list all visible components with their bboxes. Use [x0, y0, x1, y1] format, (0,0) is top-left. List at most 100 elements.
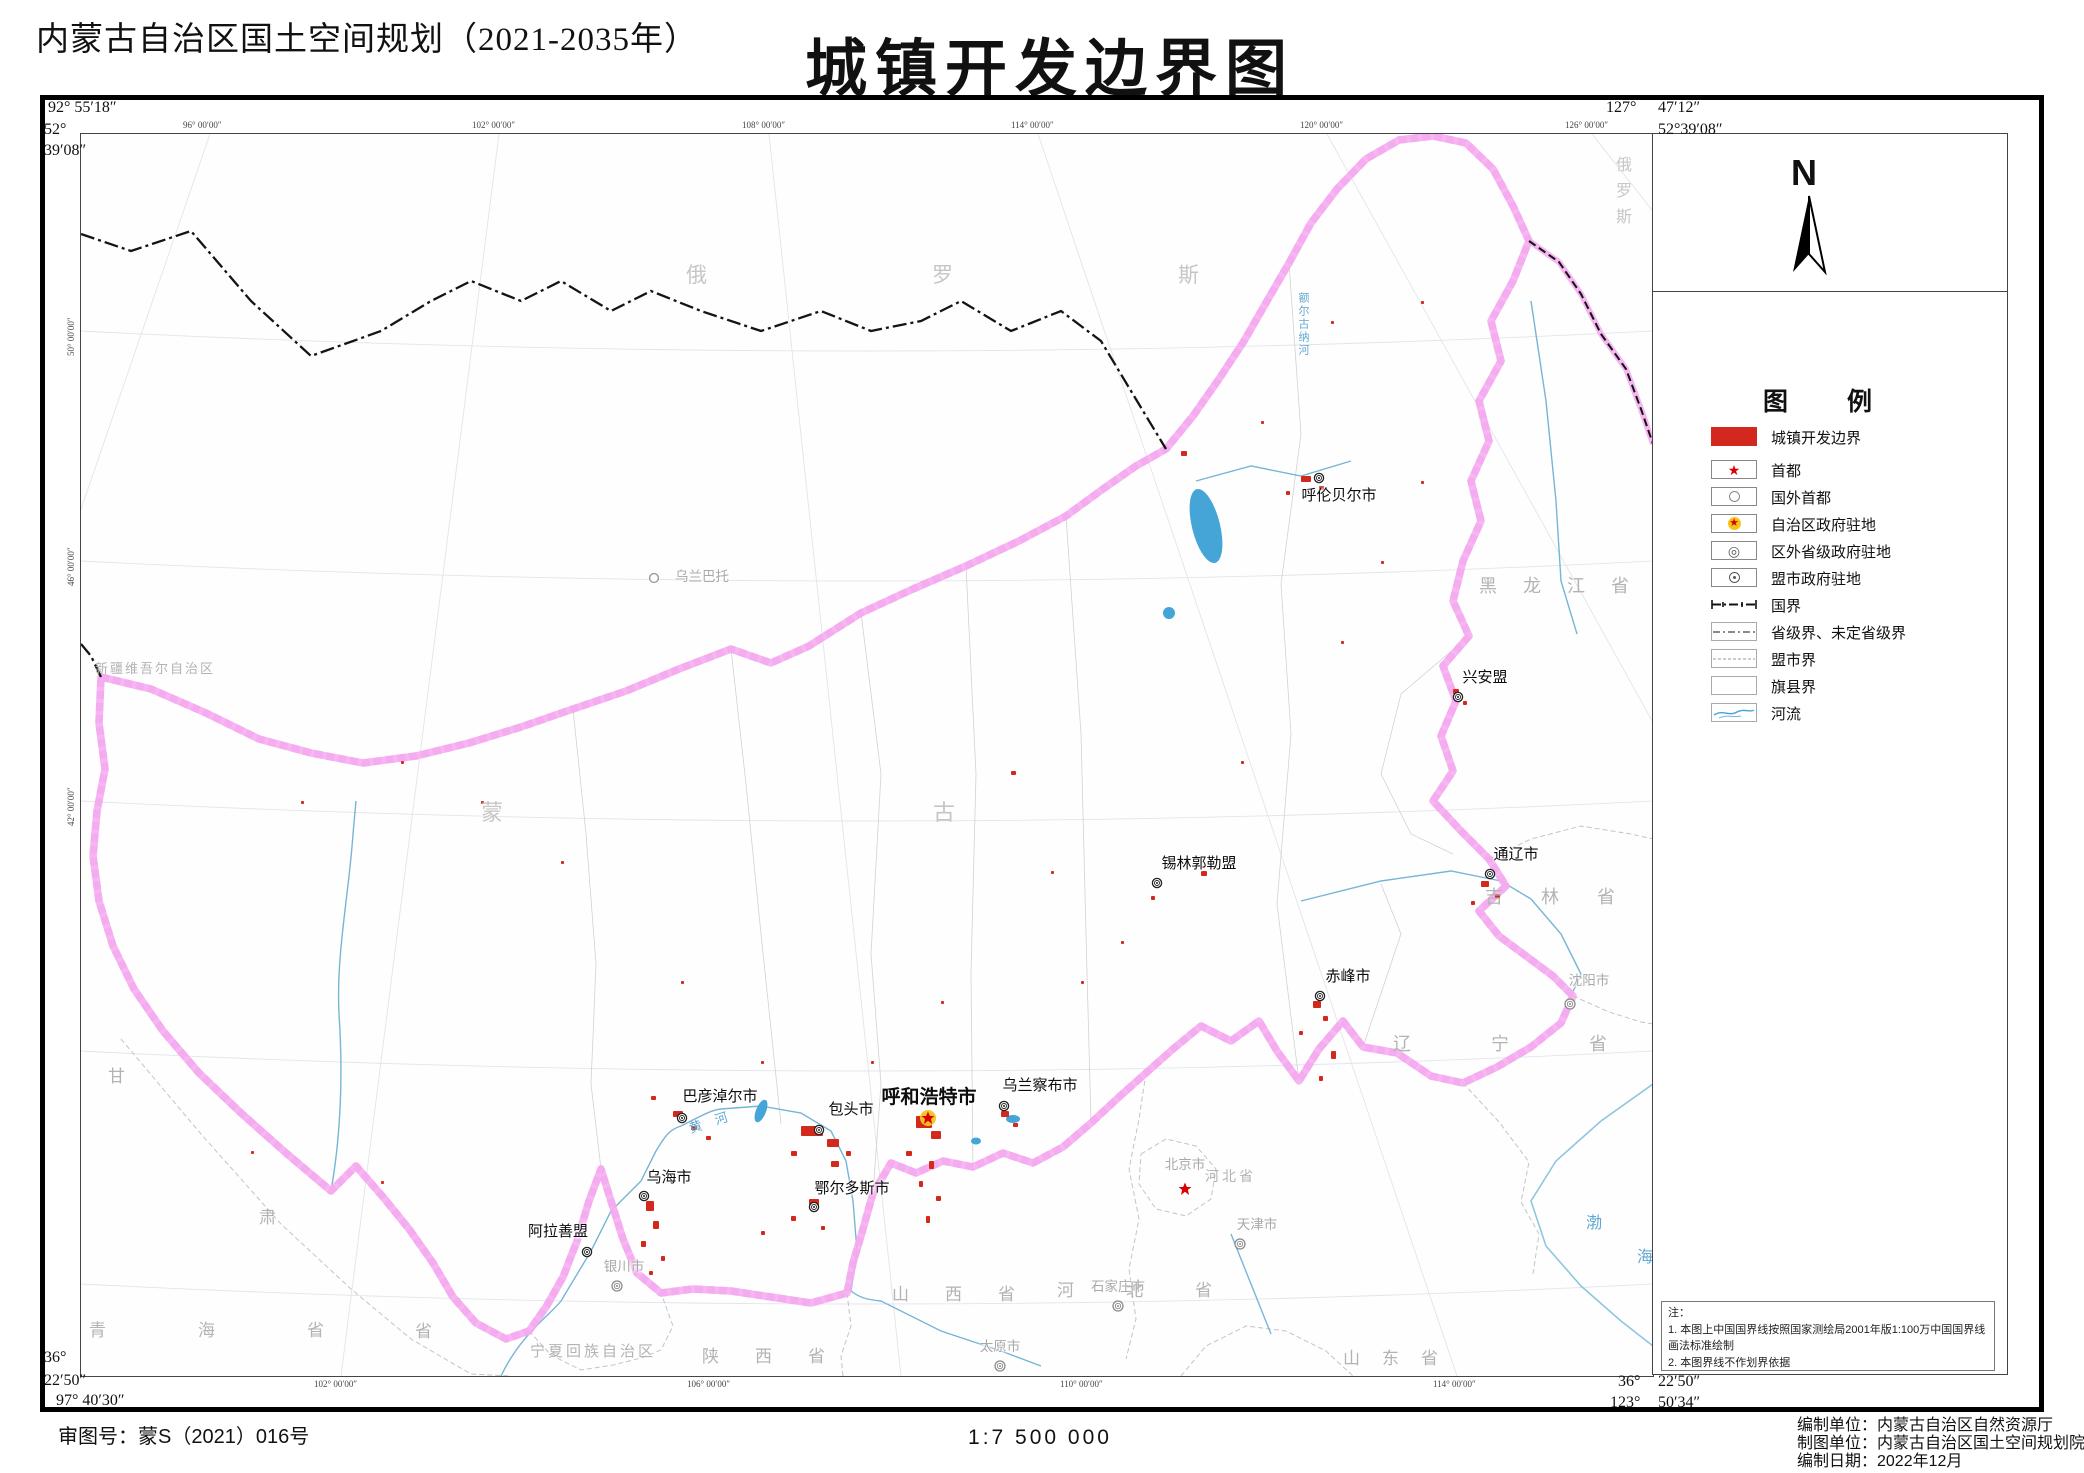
dev-patch	[301, 801, 304, 804]
tick-top-1: 102° 00′00″	[472, 120, 516, 130]
tick-top-4: 120° 00′00″	[1300, 120, 1344, 130]
credits-block: 编制单位：内蒙古自治区自然资源厅 制图单位：内蒙古自治区国土空间规划院 编制日期：2…	[1797, 1417, 2084, 1471]
dev-patch	[1011, 771, 1016, 775]
dev-patch	[831, 1161, 839, 1167]
legend-item-capital: ★ 首都	[1653, 457, 2007, 484]
dev-patch	[1051, 871, 1054, 874]
legend-item-udb: 城镇开发边界	[1653, 424, 2007, 457]
region-capital-icon: ★	[1711, 514, 1757, 533]
dev-patch	[381, 1181, 384, 1184]
rivers	[330, 300, 1582, 1376]
north-arrow-box: N	[1653, 134, 2007, 292]
dev-patch	[761, 1061, 764, 1064]
dev-patch	[1421, 301, 1424, 304]
legend-item-river: 河流	[1653, 700, 2007, 727]
league-boundary-icon	[1711, 649, 1757, 668]
dev-patch	[1421, 481, 1424, 484]
dev-patch	[791, 1151, 797, 1156]
capital-icon: ★	[1711, 460, 1757, 479]
dev-patch	[941, 1001, 944, 1004]
coord-bottom-left-lat-deg: 36°	[44, 1349, 67, 1366]
dev-patch	[1319, 1076, 1323, 1081]
coord-top-right-lon-min: 47′12″	[1658, 99, 1701, 116]
north-arrow-icon	[1793, 195, 1827, 276]
dev-patch	[1481, 881, 1489, 887]
dev-patch	[1151, 896, 1155, 900]
dev-patch	[827, 1139, 839, 1147]
doc-subtitle: 内蒙古自治区国土空间规划（2021-2035年）	[36, 22, 698, 58]
league-borders	[572, 262, 1470, 1194]
dev-patch	[906, 1151, 912, 1156]
dev-patch	[706, 1136, 711, 1140]
legend-item-league-boundary: 盟市界	[1653, 646, 2007, 673]
tick-bottom-1: 106° 00′00″	[687, 1379, 731, 1389]
tick-left-1: 46° 00′00″	[66, 547, 76, 586]
legend-item-national-boundary: 国界	[1653, 592, 2007, 619]
tick-top-5: 126° 00′00″	[1565, 120, 1609, 130]
tick-top-2: 108° 00′00″	[742, 120, 786, 130]
river-icon	[1711, 703, 1757, 722]
legend-label: 区外省级政府驻地	[1771, 544, 1892, 561]
dev-patch	[1471, 901, 1475, 905]
coord-bottom-right-lon-min: 50′34″	[1658, 1394, 1701, 1411]
dev-patch	[871, 1061, 874, 1064]
legend-label: 自治区政府驻地	[1771, 517, 1877, 534]
dev-patch	[1121, 941, 1124, 944]
side-panel: N 图 例 城镇开发边界 ★ 首都 国外首都 ★ 自治区政府驻地 ◎ 区外省级政府驻地 盟市政府…	[1652, 133, 2008, 1375]
dev-patch	[1331, 321, 1334, 324]
dev-patch	[1301, 476, 1311, 482]
notes-title: 注：	[1668, 1307, 1690, 1319]
coord-bottom-right-lat-min: 22′50″	[1658, 1373, 1701, 1390]
legend-label: 盟市界	[1771, 652, 1817, 669]
legend-label: 城镇开发边界	[1771, 430, 1862, 447]
dev-patch	[1381, 561, 1384, 564]
map-canvas: 呼和浩特市 包头市 巴彦淖尔市 乌兰察布市 乌海市 鄂尔多斯市 阿拉善盟 呼伦贝尔市 锡林郭勒盟…	[80, 133, 1654, 1377]
dev-patch	[1495, 894, 1500, 898]
dev-patch	[1463, 701, 1467, 705]
dev-patch	[1261, 421, 1264, 424]
lakes	[754, 488, 1223, 1145]
dev-patch	[641, 1241, 646, 1247]
national-border	[81, 229, 1167, 678]
dev-patch	[926, 1216, 930, 1223]
coord-top-left-lat-deg: 52°	[44, 121, 67, 138]
legend-label: 河流	[1771, 706, 1802, 723]
dev-patch	[936, 1196, 941, 1201]
tick-top-3: 114° 00′00″	[1011, 120, 1054, 130]
tick-left-0: 50° 00′00″	[66, 317, 76, 356]
dev-patch	[653, 1221, 659, 1229]
dev-patch	[761, 1231, 765, 1235]
dev-patch	[251, 1151, 254, 1154]
coord-bottom-right-lon-deg: 123°	[1610, 1394, 1641, 1411]
coord-bottom-left-lat-min: 22′50″	[44, 1372, 87, 1389]
dev-patch	[1286, 491, 1290, 495]
tick-bottom-0: 102° 00′00″	[314, 1379, 358, 1389]
legend-label: 国外首都	[1771, 490, 1832, 507]
coord-top-right-lon-deg: 127°	[1606, 99, 1637, 116]
coord-bottom-left-lon: 97° 40′30″	[56, 1392, 125, 1409]
dev-patch	[1001, 1111, 1009, 1117]
note-line-2: 2. 本图界线不作划界依据	[1668, 1356, 1791, 1369]
dev-patch	[1013, 1123, 1018, 1127]
dev-patch	[691, 1126, 697, 1130]
province-boundary-icon	[1711, 622, 1757, 641]
dev-patch	[681, 981, 684, 984]
national-boundary-icon	[1711, 595, 1757, 614]
dev-patch	[481, 801, 484, 804]
dev-patch	[1241, 761, 1244, 764]
foreign-capital-icon	[1711, 487, 1757, 506]
tick-bottom-3: 114° 00′00″	[1433, 1379, 1476, 1389]
note-line-1: 1. 本图上中国国界线按照国家测绘局2001年版1:100万中国国界线画法标准绘…	[1668, 1323, 1986, 1353]
dev-patch	[791, 1216, 796, 1221]
dev-patch	[401, 761, 404, 764]
page-title: 城镇开发边界图	[804, 35, 1295, 104]
credit-line-1: 编制单位：内蒙古自治区自然资源厅	[1797, 1417, 2054, 1434]
udb-icon	[1711, 427, 1757, 446]
dev-patch	[1081, 981, 1084, 984]
north-label: N	[1791, 152, 1817, 193]
dev-patch	[649, 1271, 653, 1275]
coord-top-right-lat: 52°39′08″	[1658, 121, 1723, 138]
sheet-border	[40, 95, 2044, 1412]
inner-mongolia-boundary	[89, 134, 1577, 1343]
dev-patch	[809, 1199, 819, 1207]
